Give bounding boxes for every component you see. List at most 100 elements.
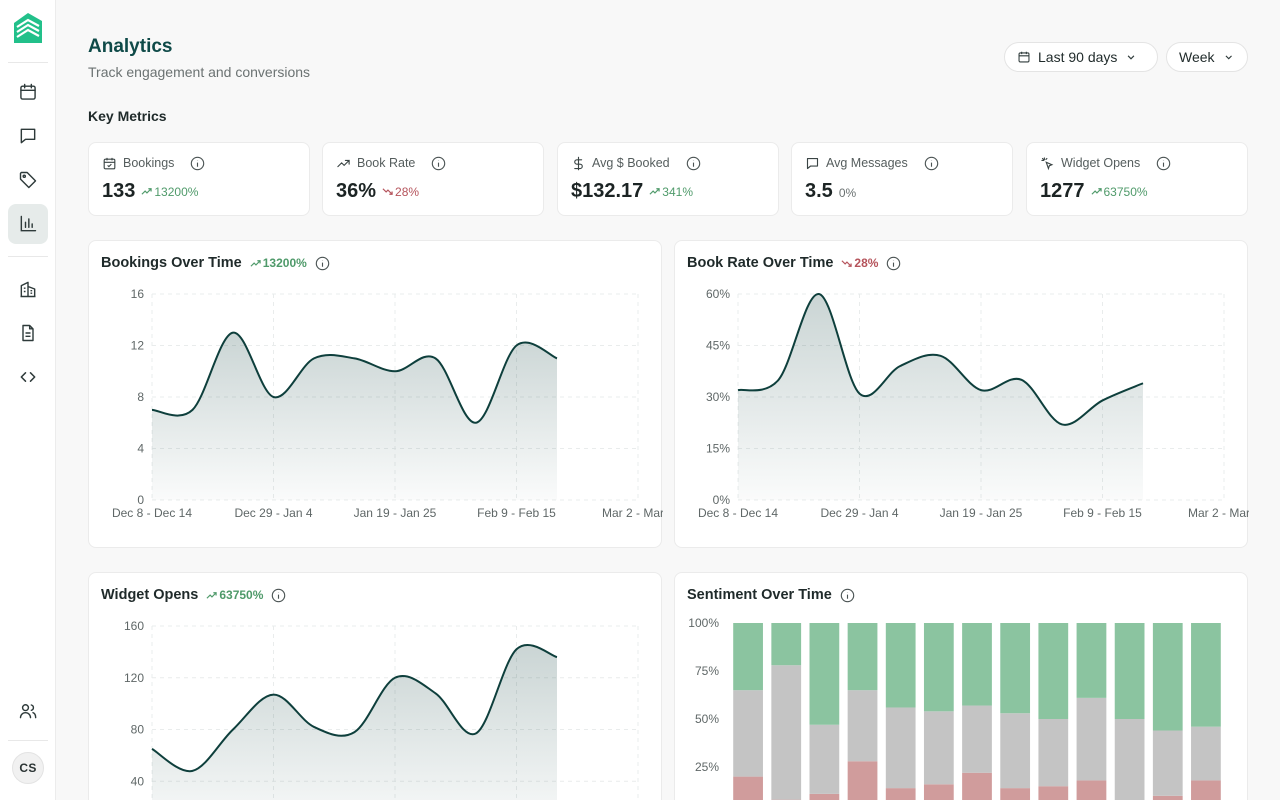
sparkle-click-icon [1041, 156, 1054, 170]
sentiment-bar-segment [847, 623, 878, 691]
y-tick-label: 75% [695, 664, 719, 678]
info-icon[interactable] [271, 588, 286, 603]
chevron-down-icon [1225, 55, 1232, 60]
sentiment-bar-segment [1076, 697, 1107, 781]
book-rate-chart: 0% 15% 30% 45% 60% Dec 8 - Dec 14 Dec 29 - Jan… [698, 287, 1249, 520]
sentiment-bar-segment [1152, 730, 1183, 796]
y-tick-label: 12 [131, 339, 145, 353]
metric-value: $132.17 [571, 180, 644, 202]
user-avatar[interactable]: CS [12, 752, 44, 784]
info-icon[interactable] [315, 256, 330, 271]
building-icon [20, 281, 36, 298]
metric-card-widget-opens: Widget Opens 1277 63750% [1026, 142, 1248, 216]
granularity-dropdown[interactable]: Week [1166, 42, 1248, 72]
sidebar-item-tags[interactable] [8, 160, 48, 200]
granularity-label: Week [1179, 49, 1215, 65]
chart-title: Bookings Over Time [101, 255, 242, 271]
x-tick-label: Feb 9 - Feb 15 [1063, 506, 1142, 520]
bookings-chart: 0 4 8 12 16 Dec 8 - Dec 14 Dec 29 - Jan 4 Jan 1… [112, 287, 663, 520]
trend-up-icon [250, 259, 261, 267]
sentiment-bar-segment [1152, 623, 1183, 731]
sentiment-bar-segment [885, 623, 916, 708]
trend-up-icon [141, 188, 153, 195]
metric-delta: 28% [382, 185, 419, 199]
sentiment-bar-segment [809, 793, 840, 800]
sentiment-bar-segment [962, 623, 992, 706]
sidebar-item-code[interactable] [8, 357, 48, 397]
chevron-down-icon [1128, 55, 1135, 60]
x-tick-label: Jan 19 - Jan 25 [354, 506, 437, 520]
message-icon [20, 128, 36, 144]
message-icon [806, 157, 819, 169]
metric-delta-value: 63750% [1103, 184, 1148, 199]
calendar-icon [103, 157, 116, 169]
info-icon[interactable] [924, 156, 939, 171]
sentiment-bar-segment [1114, 623, 1145, 719]
sentiment-bar-segment [1076, 623, 1107, 698]
y-tick-label: 8 [137, 390, 144, 404]
sidebar-divider [8, 62, 48, 63]
metric-label: Avg $ Booked [592, 156, 670, 170]
chart-card-widget-opens: Widget Opens 63750% 04080120160 [88, 572, 662, 800]
chart-card-book-rate: Book Rate Over Time 28% 0% 15% 30% 45% 60% De… [674, 240, 1249, 548]
sentiment-bar-segment [1000, 713, 1031, 789]
widget-opens-chart: 04080120160 [124, 619, 639, 800]
sidebar-item-documents[interactable] [8, 313, 48, 353]
y-tick-label: 60% [706, 287, 730, 301]
y-tick-label: 120 [124, 671, 144, 685]
y-tick-label: 80 [131, 723, 145, 737]
chart-title: Sentiment Over Time [687, 587, 832, 603]
info-icon[interactable] [1156, 156, 1171, 171]
area-fill [152, 644, 557, 800]
info-icon[interactable] [686, 156, 701, 171]
chart-title: Widget Opens [101, 587, 199, 603]
sidebar-item-users[interactable] [8, 691, 48, 731]
info-icon[interactable] [431, 156, 446, 171]
metric-delta-value: 13200% [154, 184, 199, 199]
sidebar-item-messages[interactable] [8, 116, 48, 156]
x-tick-label: Mar 2 - Mar 8 [1188, 506, 1249, 520]
metric-card-avg-messages: Avg Messages 3.5 0% [791, 142, 1013, 216]
y-tick-label: 160 [124, 619, 144, 633]
x-tick-label: Jan 19 - Jan 25 [940, 506, 1023, 520]
chart-delta: 28% [841, 256, 878, 270]
sentiment-bar-segment [1191, 780, 1221, 800]
sentiment-bar-segment [923, 784, 954, 800]
y-tick-label: 4 [137, 442, 144, 456]
info-icon[interactable] [190, 156, 205, 171]
sentiment-bar-segment [809, 724, 840, 794]
metric-delta-value: 0% [838, 186, 857, 200]
y-tick-label: 0% [713, 493, 731, 507]
page-title: Analytics [88, 36, 173, 57]
metric-delta-value: 28% [395, 184, 420, 199]
series-line [151, 643, 558, 773]
x-tick-label: Feb 9 - Feb 15 [477, 506, 556, 520]
trend-up-icon [337, 159, 350, 167]
sentiment-bar-segment [1038, 623, 1069, 719]
chart-delta: 13200% [250, 256, 307, 270]
sentiment-bar-segment [1038, 786, 1069, 800]
series-line [737, 293, 1144, 426]
y-tick-label: 0 [137, 493, 144, 507]
info-icon[interactable] [886, 256, 901, 271]
trend-up-icon [1090, 188, 1102, 195]
trend-up-icon [206, 591, 218, 599]
sentiment-bar-segment [1000, 623, 1031, 714]
sidebar-item-calendar[interactable] [8, 72, 48, 112]
sentiment-bar-segment [885, 788, 916, 800]
sentiment-bar-segment [1000, 788, 1031, 800]
app-logo[interactable] [14, 13, 42, 43]
metric-delta: 63750% [1090, 184, 1148, 199]
sidebar-item-buildings[interactable] [8, 269, 48, 309]
sidebar-item-analytics[interactable] [8, 204, 48, 244]
y-tick-label: 16 [131, 287, 145, 301]
info-icon[interactable] [840, 588, 855, 603]
metric-delta: 13200% [141, 185, 198, 199]
sentiment-bar-segment [1152, 795, 1183, 800]
chart-title: Book Rate Over Time [687, 255, 834, 271]
sentiment-bar-segment [923, 623, 954, 712]
metric-label: Bookings [123, 156, 175, 170]
date-range-dropdown[interactable]: Last 90 days [1004, 42, 1158, 72]
sidebar-divider [8, 256, 48, 257]
area-fill [152, 332, 557, 500]
